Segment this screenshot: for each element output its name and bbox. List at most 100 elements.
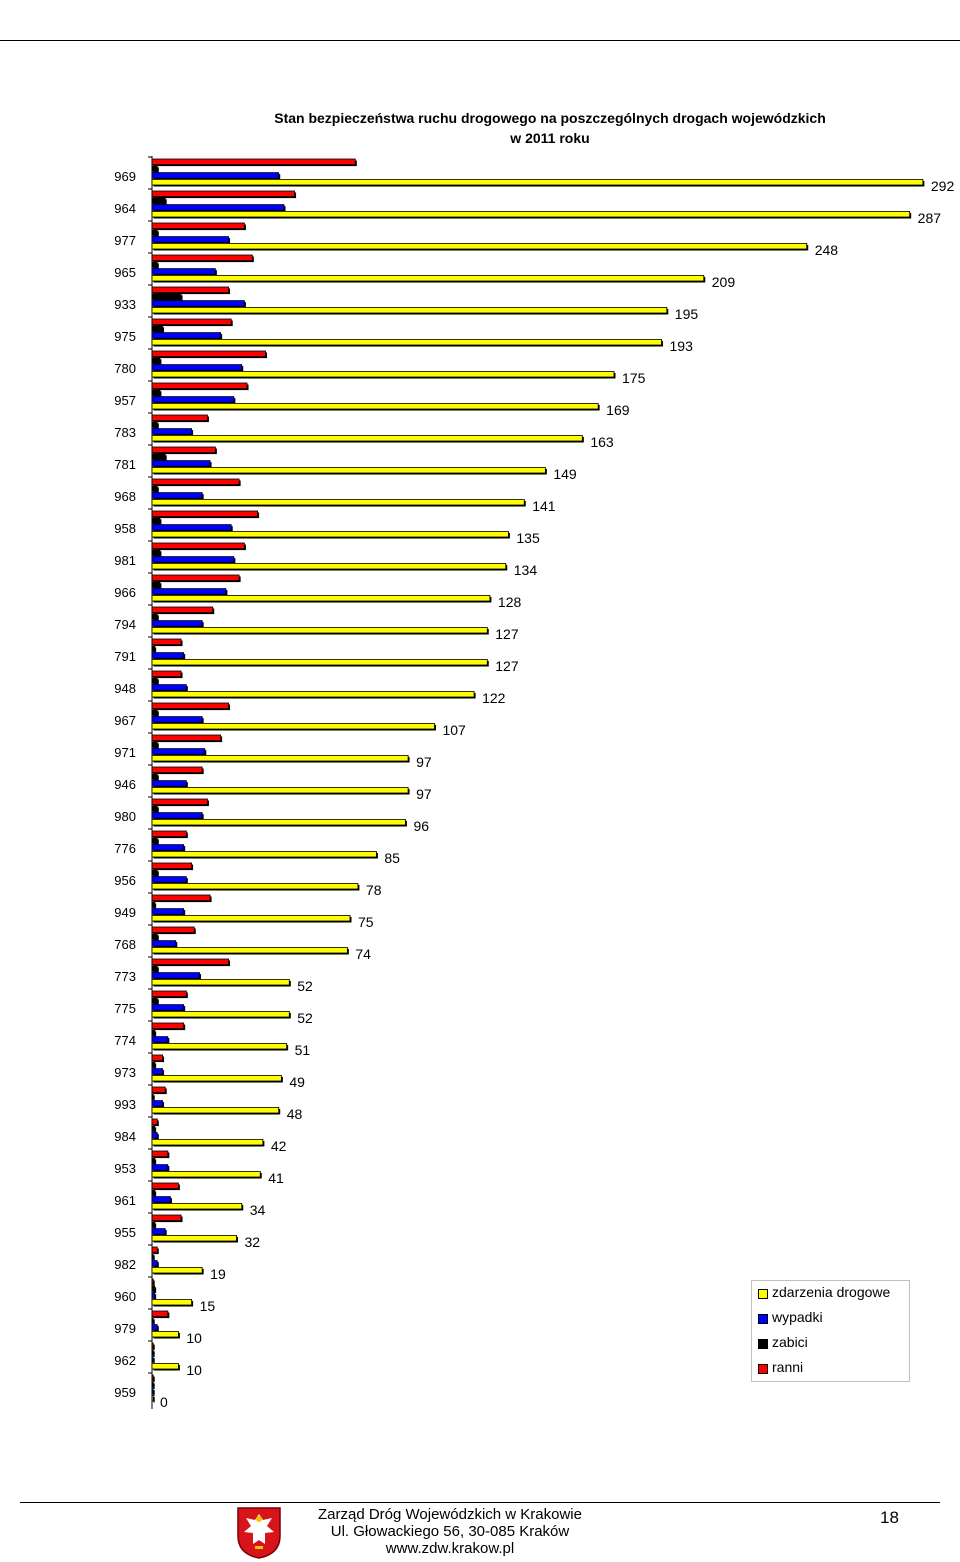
bar-ranni-780 [151, 350, 266, 357]
malopolska-crest-logo [237, 1507, 281, 1559]
bar-ranni-966 [151, 574, 240, 581]
category-label-969: 969 [114, 169, 136, 184]
bar-zabici-981 [151, 549, 161, 556]
legend-swatch-ranni [758, 1364, 768, 1374]
bar-zabici-773 [151, 965, 158, 972]
bar-wypadki-973 [151, 1068, 163, 1075]
bar-zabici-979 [151, 1317, 154, 1324]
bar-wypadki-775 [151, 1004, 185, 1011]
legend-label-zabici: zabici [772, 1334, 808, 1350]
bar-zdarzenia-drogowe-958 [151, 530, 509, 538]
category-label-783: 783 [114, 425, 136, 440]
bar-wypadki-981 [151, 556, 235, 563]
category-label-962: 962 [114, 1353, 136, 1368]
bar-ranni-979 [151, 1310, 169, 1317]
bar-ranni-781 [151, 446, 216, 453]
bar-wypadki-982 [151, 1260, 158, 1267]
bar-zdarzenia-drogowe-774 [151, 1043, 288, 1050]
bar-wypadki-969 [151, 172, 280, 179]
bar-zabici-967 [151, 709, 158, 716]
bar-ranni-774 [151, 1022, 185, 1029]
bar-zabici-768 [151, 933, 158, 940]
bar-ranni-783 [151, 414, 208, 421]
bar-zabici-958 [151, 517, 161, 524]
bar-zabici-953 [151, 1157, 156, 1164]
bar-zabici-965 [151, 261, 158, 268]
bar-zabici-961 [151, 1189, 156, 1196]
bar-ranni-956 [151, 862, 192, 869]
bar-ranni-958 [151, 510, 258, 517]
bar-wypadki-957 [151, 396, 235, 403]
bar-ranni-968 [151, 478, 240, 485]
bar-wypadki-768 [151, 940, 177, 947]
data-label-949: 75 [358, 914, 374, 930]
bar-ranni-768 [151, 926, 195, 933]
bar-zdarzenia-drogowe-948 [151, 691, 475, 698]
data-label-781: 149 [553, 466, 577, 482]
bar-zdarzenia-drogowe-946 [151, 787, 409, 794]
bar-zabici-948 [151, 677, 158, 684]
chart-bars [151, 158, 925, 1403]
category-label-791: 791 [114, 649, 136, 664]
bar-zabici-964 [151, 197, 166, 204]
bar-wypadki-984 [151, 1132, 158, 1139]
bar-shadow [153, 1376, 155, 1383]
category-label-774: 774 [114, 1033, 136, 1048]
footer-website: www.zdw.krakow.pl [385, 1540, 515, 1557]
data-label-780: 175 [622, 370, 646, 386]
bar-shadow [153, 1383, 155, 1389]
bar-ranni-973 [151, 1054, 163, 1061]
bar-zabici-791 [151, 645, 156, 652]
bar-ranni-971 [151, 734, 222, 741]
data-label-948: 122 [482, 690, 506, 706]
bar-zdarzenia-drogowe-953 [151, 1171, 261, 1178]
category-label-959: 959 [114, 1385, 136, 1400]
bar-zdarzenia-drogowe-981 [151, 562, 507, 570]
bar-ranni-982 [151, 1246, 158, 1253]
bar-ranni-962 [151, 1342, 154, 1349]
bar-ranni-960 [151, 1278, 154, 1285]
category-label-768: 768 [114, 937, 136, 952]
bar-wypadki-781 [151, 460, 211, 467]
data-label-776: 85 [384, 850, 400, 866]
bar-zdarzenia-drogowe-964 [151, 211, 911, 218]
bar-wypadki-774 [151, 1036, 169, 1043]
bar-wypadki-948 [151, 684, 187, 691]
data-label-957: 169 [606, 402, 630, 418]
bar-wypadki-968 [151, 492, 203, 499]
bar-zabici-960 [151, 1285, 156, 1292]
data-label-979: 10 [186, 1330, 202, 1346]
chart-legend: zdarzenia drogowe wypadki zabici ranni [751, 1280, 910, 1382]
bar-zdarzenia-drogowe-783 [151, 434, 583, 442]
data-label-982: 19 [210, 1266, 226, 1282]
data-label-964: 287 [918, 210, 942, 226]
bar-zabici-946 [151, 773, 158, 780]
header-line-1: Załącznik nr 1: Raport o stanie BRD na d… [157, 2, 803, 21]
bar-zdarzenia-drogowe-794 [151, 626, 488, 634]
category-label-980: 980 [114, 809, 136, 824]
bar-ranni-776 [151, 830, 187, 837]
bar-wypadki-933 [151, 300, 245, 307]
category-label-949: 949 [114, 905, 136, 920]
bar-zdarzenia-drogowe-973 [151, 1075, 282, 1082]
category-label-776: 776 [114, 841, 136, 856]
category-label-977: 977 [114, 233, 136, 248]
bar-zabici-966 [151, 581, 161, 588]
bar-zdarzenia-drogowe-962 [151, 1363, 179, 1370]
bar-zdarzenia-drogowe-968 [151, 498, 525, 506]
category-label-933: 933 [114, 297, 136, 312]
bar-ranni-955 [151, 1214, 182, 1221]
data-label-768: 74 [355, 946, 371, 962]
bar-wypadki-980 [151, 812, 203, 819]
bar-zabici-955 [151, 1221, 156, 1228]
bar-wypadki-955 [151, 1228, 166, 1235]
data-label-993: 48 [287, 1106, 303, 1122]
bar-zabici-975 [151, 325, 163, 332]
bar-ranni-794 [151, 606, 214, 613]
legend-label-zdarzenia: zdarzenia drogowe [772, 1284, 891, 1300]
footer-org-name: Zarząd Dróg Wojewódzkich w Krakowie [318, 1506, 582, 1523]
bar-zabici-973 [151, 1061, 156, 1068]
category-label-975: 975 [114, 329, 136, 344]
data-label-774: 51 [295, 1042, 311, 1058]
bar-wypadki-964 [151, 204, 285, 211]
